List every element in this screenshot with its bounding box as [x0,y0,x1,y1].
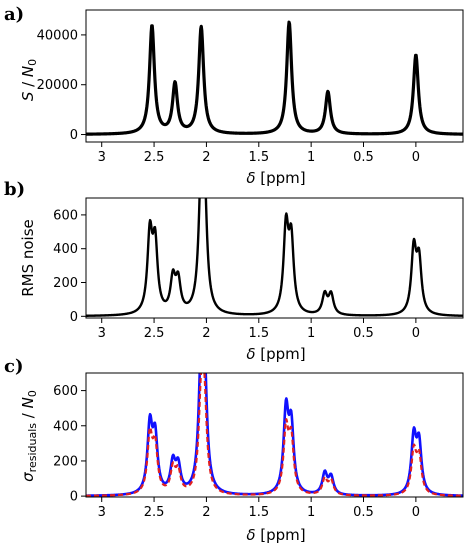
panel-a-ylabel: S / N0 [19,59,39,101]
y-tick-label: 0 [70,490,78,505]
y-tick-label: 400 [53,242,78,257]
y-tick-label: 200 [53,276,78,291]
x-tick-label: 3 [98,326,106,341]
panel-2-series-1-line [86,198,463,317]
panel-c-xlabel: δ [ppm] [246,526,305,544]
y-tick-label: 400 [53,419,78,434]
x-tick-label: 1.5 [248,326,269,341]
panel-b-label: b) [4,179,25,200]
panel-a-plot: 3 2.5 2 1.5 1 0.5 0 0 20000 40000 [37,9,464,165]
panel-b-xlabel: δ [ppm] [246,345,305,363]
panel-3-frame [85,372,464,498]
x-tick-label: 1 [307,326,315,341]
panel-1-series-1-line [86,20,463,136]
x-tick-label: 2 [202,505,210,520]
y-tick-label: 0 [70,310,78,325]
x-tick-label: 2.5 [144,326,165,341]
y-tick-label: 40000 [37,28,78,43]
panel-c-plot: 3 2.5 2 1.5 1 0.5 0 0 200 400 600 [53,372,464,520]
x-tick-label: 0.5 [353,505,374,520]
x-tick-label: 0 [412,150,420,165]
panel-3-series-1-line [86,373,463,497]
x-tick-label: 0 [412,505,420,520]
x-tick-label: 0.5 [353,150,374,165]
panel-a: a) S / N0 δ [ppm] 3 2.5 2 1.5 1 0.5 0 0 20000 400… [4,4,464,187]
y-tick-label: 20000 [37,78,78,93]
y-tick-label: 200 [53,454,78,469]
y-tick-label: 600 [53,208,78,223]
y-tick-label: 0 [70,128,78,143]
panel-a-label: a) [4,4,24,25]
panel-1-frame [85,9,464,143]
y-tick-label: 600 [53,384,78,399]
panel-2-frame [85,197,464,319]
panel-c: c) σresiduals / N0 δ [ppm] 3 2.5 2 1.5 1 0.5 0… [4,356,464,544]
panel-b-plot: 3 2.5 2 1.5 1 0.5 0 0 200 400 600 [53,197,464,341]
x-tick-label: 3 [98,150,106,165]
x-tick-label: 2 [202,326,210,341]
x-tick-label: 2.5 [144,150,165,165]
x-tick-label: 3 [98,505,106,520]
panel-c-ylabel: σresiduals / N0 [19,390,39,482]
x-tick-label: 2.5 [144,505,165,520]
panel-b-ylabel: RMS noise [19,219,37,297]
x-tick-label: 1.5 [248,505,269,520]
x-tick-label: 2 [202,150,210,165]
panel-3-series-2-line [86,373,463,497]
x-tick-label: 1.5 [248,150,269,165]
x-tick-label: 0.5 [353,326,374,341]
panel-a-xlabel: δ [ppm] [246,169,305,187]
panel-b: b) RMS noise δ [ppm] 3 2.5 2 1.5 1 0.5 0 0 200 40… [4,179,464,363]
x-tick-label: 1 [307,150,315,165]
x-tick-label: 0 [412,326,420,341]
x-tick-label: 1 [307,505,315,520]
panel-c-label: c) [4,356,23,377]
